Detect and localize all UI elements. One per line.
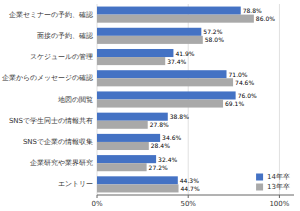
legend-swatch	[256, 184, 263, 191]
data-label: 58.0%	[205, 36, 224, 43]
data-label: 38.8%	[170, 113, 189, 120]
bar	[97, 36, 203, 44]
y-tick-labels: エントリー 企業研究や業界研究 SNSで企業の情報収集 SNSで学生同士の情報共有 地図…	[2, 11, 93, 189]
bar	[97, 57, 165, 65]
legend-label: 14年卒	[267, 173, 290, 181]
bar	[97, 91, 236, 99]
legend: 14年卒 13年卒	[256, 173, 290, 191]
data-label: 44.3%	[180, 177, 199, 184]
data-labels: 44.3% 32.4% 34.6% 38.8% 76.0% 71.0% 41.9% 57.2%…	[149, 7, 276, 192]
data-label: 32.4%	[158, 156, 177, 163]
bar	[97, 176, 178, 184]
bar	[97, 113, 168, 121]
legend-swatch	[256, 174, 263, 181]
data-label: 37.4%	[167, 58, 186, 65]
bar	[97, 7, 241, 15]
category-label: 地図の閲覧	[57, 96, 93, 104]
bar	[97, 70, 227, 78]
category-label: SNSで学生同士の情報共有	[9, 117, 93, 125]
data-label: 57.2%	[203, 28, 222, 35]
bar	[97, 49, 173, 57]
category-label: エントリー	[58, 180, 93, 188]
bar	[97, 184, 179, 192]
category-label: 企業セミナーの予約、確認	[9, 11, 93, 19]
bar	[97, 134, 160, 142]
category-label: スケジュールの管理	[30, 53, 93, 61]
data-label: 27.2%	[149, 164, 168, 171]
x-axis-line	[97, 195, 294, 196]
x-ticks: 0% 50% 100%	[91, 195, 289, 208]
data-label: 28.4%	[151, 142, 170, 149]
category-label: 企業研究や業界研究	[30, 159, 93, 167]
data-label: 78.8%	[243, 7, 262, 14]
bar	[97, 121, 148, 129]
legend-label: 13年卒	[267, 183, 290, 191]
bar	[97, 28, 201, 36]
grid-line	[279, 4, 280, 195]
category-label: 企業からのメッセージの確認	[2, 74, 93, 82]
x-tick-label: 0%	[91, 200, 102, 208]
bar	[97, 100, 223, 108]
data-label: 69.1%	[225, 100, 244, 107]
data-label: 34.6%	[162, 134, 181, 141]
chart-container: エントリー 企業研究や業界研究 SNSで企業の情報収集 SNSで学生同士の情報共有 地図…	[0, 0, 300, 211]
data-label: 41.9%	[175, 50, 194, 57]
bar	[97, 155, 156, 163]
x-tick-label: 50%	[180, 200, 196, 208]
category-label: 面接の予約、確認	[37, 32, 93, 40]
bar	[97, 15, 254, 23]
data-label: 44.7%	[181, 185, 200, 192]
bar	[97, 78, 233, 86]
data-label: 76.0%	[238, 92, 257, 99]
data-label: 74.6%	[235, 79, 254, 86]
bar	[97, 163, 147, 171]
data-label: 27.8%	[150, 121, 169, 128]
x-tick-label: 100%	[269, 200, 289, 208]
bars	[97, 7, 254, 193]
category-label: SNSで企業の情報収集	[23, 138, 93, 146]
bar	[97, 142, 149, 150]
chart-svg: エントリー 企業研究や業界研究 SNSで企業の情報収集 SNSで学生同士の情報共有 地図…	[0, 0, 300, 211]
data-label: 71.0%	[229, 71, 248, 78]
grid	[97, 4, 279, 195]
data-label: 86.0%	[256, 15, 275, 22]
